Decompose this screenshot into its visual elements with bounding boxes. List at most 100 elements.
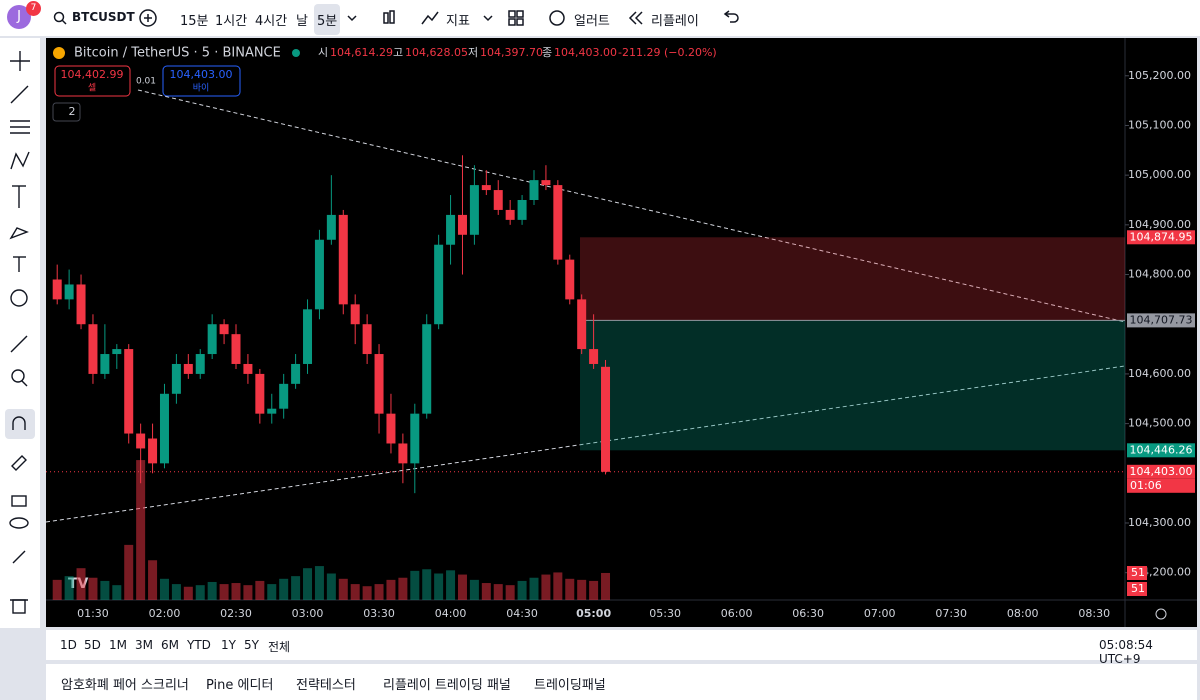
volume-bar [505, 585, 515, 600]
candle-body [112, 349, 122, 355]
replay[interactable]: 리플레이 [651, 14, 699, 29]
volume-bar [481, 583, 491, 600]
x-tick-label: 07:00 [864, 607, 896, 620]
y-tick-label: 105,100.00 [1128, 118, 1191, 131]
volume-bar [255, 580, 265, 600]
badge: 7 [26, 1, 41, 16]
x-tick-label: 08:30 [1078, 607, 1110, 620]
interval[interactable]: 15분 [180, 14, 209, 29]
volume-label: 51 [1131, 582, 1145, 595]
candle-body [326, 214, 336, 240]
tab[interactable]: 리플레이 트레이딩 패널 [383, 678, 511, 693]
volume-bar [601, 572, 611, 600]
symbol[interactable]: BTCUSDT [72, 10, 135, 24]
volume-bar [434, 573, 444, 600]
alerts[interactable]: 얼러트 [574, 14, 610, 29]
collapse-button[interactable] [52, 102, 81, 122]
candle-body [195, 354, 205, 374]
buy-label[interactable]: 바이 [193, 83, 210, 94]
tab[interactable]: 암호화폐 페어 스크리너 [61, 678, 189, 693]
y-tick-label: 104,900.00 [1128, 218, 1191, 231]
x-tick-label: 02:30 [220, 607, 252, 620]
range[interactable]: 5D [84, 638, 101, 652]
y-tick-label: 104,500.00 [1128, 417, 1191, 430]
ohlc-change: -211.29 (−0.20%) [618, 46, 717, 59]
volume-bar [326, 573, 336, 600]
tab[interactable]: 전략테스터 [296, 678, 356, 693]
ohlc-value: 104,397.70 [480, 46, 543, 59]
candle-body [517, 200, 527, 220]
buy-button[interactable] [162, 65, 241, 97]
range[interactable]: 3M [135, 638, 153, 652]
sell-price[interactable]: 104,402.99 [61, 68, 124, 81]
drawing-toolbar [0, 38, 40, 628]
toolbar-icons [53, 9, 739, 27]
indicators[interactable]: 지표 [446, 14, 470, 29]
stop-zone [580, 237, 1125, 321]
interval-active[interactable]: 5분 [314, 4, 341, 35]
candle-body [303, 309, 313, 364]
bottom-tabs: 암호화폐 페어 스크리너 Pine 에디터 전략테스터 리플레이 트레이딩 패널… [46, 664, 1197, 700]
candle-body [255, 373, 265, 414]
ohlc-label: 시 [318, 46, 328, 59]
settings-icon[interactable] [1155, 608, 1167, 620]
interval[interactable]: 날 [296, 14, 308, 29]
tab[interactable]: Pine 에디터 [206, 678, 274, 693]
x-tick-label: 04:00 [435, 607, 467, 620]
last-price-label: 104,403.00 [1130, 465, 1193, 478]
volume-bar [469, 579, 479, 600]
tab[interactable]: 트레이딩패널 [534, 678, 606, 693]
range[interactable]: 5Y [244, 638, 259, 652]
candle-body [52, 279, 62, 300]
range[interactable]: 1Y [221, 638, 236, 652]
entry-price-label: 104,707.73 [1130, 313, 1193, 326]
buy-price[interactable]: 104,403.00 [170, 68, 233, 81]
x-tick-label: 03:30 [363, 607, 395, 620]
range-bar: 1D 5D 1M 3M 6M YTD 1Y 5Y 전체 05:08:54 UTC… [46, 630, 1197, 666]
volume-bar [159, 578, 169, 600]
volume-bar [64, 576, 74, 600]
x-tick-label: 03:00 [292, 607, 324, 620]
candle-body [386, 413, 396, 444]
status-dot [292, 49, 300, 57]
candle-body [541, 180, 551, 186]
range[interactable]: 1M [109, 638, 127, 652]
volume-bar [589, 580, 599, 600]
volume-bar [446, 570, 456, 600]
candle-body [565, 259, 575, 300]
sell-button[interactable] [54, 65, 131, 97]
range[interactable]: 1D [60, 638, 77, 652]
volume-bar [303, 568, 313, 600]
volume-bar [76, 568, 86, 600]
candle-body [291, 363, 301, 384]
y-tick-label: 105,200.00 [1128, 69, 1191, 82]
quantity[interactable]: 0.01 [136, 77, 156, 87]
candle-body [76, 284, 86, 325]
candle-body [338, 214, 348, 305]
stop-price-label: 104,874.95 [1130, 230, 1193, 243]
range[interactable]: 전체 [268, 640, 291, 654]
x-tick-label: 07:30 [935, 607, 967, 620]
volume-bar [231, 583, 241, 600]
trend-line[interactable] [137, 89, 1126, 323]
candle-body [314, 239, 324, 310]
candle-body [159, 393, 169, 464]
volume-bar [398, 577, 408, 600]
interval[interactable]: 1시간 [215, 14, 248, 29]
sell-label[interactable]: 셀 [88, 83, 96, 94]
volume-bar [267, 584, 277, 600]
interval[interactable]: 4시간 [255, 14, 288, 29]
range[interactable]: 6M [161, 638, 179, 652]
volume-bar [386, 579, 396, 600]
candle-body [124, 349, 134, 434]
volume-bar [148, 560, 158, 600]
volume-bar [350, 584, 360, 600]
candle-body [481, 185, 491, 191]
volume-bar [52, 579, 62, 600]
candle-body [219, 324, 229, 335]
range[interactable]: YTD [187, 638, 211, 652]
volume-label-bg [1127, 582, 1147, 596]
collapsed-count[interactable]: 2 [69, 105, 76, 118]
